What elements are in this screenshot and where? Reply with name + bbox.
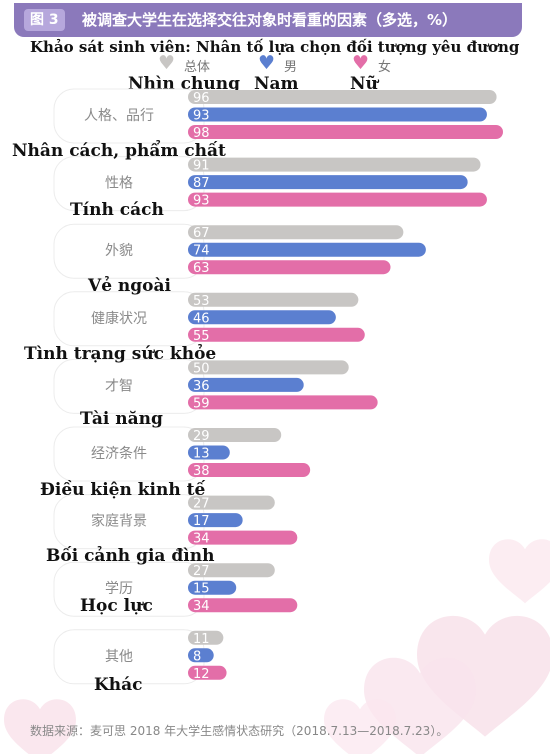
bar-value-label: 36 bbox=[193, 379, 210, 394]
legend-label-vn-male: Nam bbox=[254, 74, 299, 94]
category-label: 才智 bbox=[105, 378, 133, 394]
figure-number-badge: 图 3 bbox=[24, 9, 65, 31]
heart-icon: ♥ bbox=[258, 52, 276, 74]
category-vn-label: Bối cảnh gia đình bbox=[46, 546, 215, 566]
bar-male bbox=[188, 242, 426, 257]
data-source-note: 数据来源：麦可思 2018 年大学生感情状态研究（2018.7.13—2018.… bbox=[30, 724, 449, 738]
category-label: 经济条件 bbox=[91, 445, 147, 462]
bar-overall bbox=[188, 90, 497, 104]
bar-value-label: 11 bbox=[193, 632, 210, 647]
legend-label: 男 bbox=[284, 60, 298, 75]
category-label: 性格 bbox=[105, 176, 133, 192]
bar-value-label: 13 bbox=[193, 447, 210, 462]
bar-female bbox=[188, 463, 311, 477]
category-label: 家庭背景 bbox=[91, 513, 147, 530]
bar-male bbox=[188, 580, 237, 595]
bar-value-label: 8 bbox=[193, 649, 201, 664]
survey-title-vietnamese: Khảo sát sinh viên: Nhân tố lựa chọn đối… bbox=[30, 38, 520, 56]
bar-value-label: 50 bbox=[193, 361, 210, 376]
bar-value-label: 87 bbox=[193, 176, 210, 191]
bar-value-label: 38 bbox=[193, 464, 210, 479]
bar-overall bbox=[188, 495, 275, 510]
bar-male bbox=[188, 107, 487, 122]
bar-value-label: 67 bbox=[193, 226, 210, 241]
bar-overall bbox=[188, 157, 481, 172]
bar-overall bbox=[188, 630, 224, 645]
legend-label-vn-female: Nữ bbox=[350, 74, 378, 94]
bar-value-label: 55 bbox=[193, 329, 210, 344]
category-label: 健康状况 bbox=[91, 310, 147, 327]
heart-icon: ♥ bbox=[158, 52, 176, 74]
category-vn-label: Học lực bbox=[80, 596, 153, 616]
category-label: 外貌 bbox=[105, 243, 133, 259]
category-vn-label: Điều kiện kinh tế bbox=[40, 480, 206, 500]
bar-overall bbox=[188, 360, 349, 375]
bar-value-label: 59 bbox=[193, 396, 210, 411]
bar-value-label: 29 bbox=[193, 429, 210, 444]
bar-overall bbox=[188, 225, 404, 240]
category-label: 其他 bbox=[105, 649, 133, 665]
category-label: 人格、品行 bbox=[84, 108, 154, 124]
bar-male bbox=[188, 513, 243, 528]
bar-value-label: 91 bbox=[193, 159, 210, 174]
bar-value-label: 17 bbox=[193, 514, 210, 529]
bar-female bbox=[188, 530, 298, 545]
bar-male bbox=[188, 175, 468, 190]
heart-icon: ♥ bbox=[352, 52, 370, 74]
bar-male bbox=[188, 377, 304, 392]
bar-female bbox=[188, 665, 227, 680]
bar-value-label: 98 bbox=[193, 126, 210, 141]
bar-overall bbox=[188, 428, 282, 442]
bar-value-label: 53 bbox=[193, 294, 210, 309]
bar-overall bbox=[188, 563, 275, 578]
bar-female bbox=[188, 125, 503, 139]
bar-value-label: 74 bbox=[193, 244, 210, 259]
category-vn-label: Khác bbox=[94, 675, 143, 695]
bar-female bbox=[188, 395, 378, 410]
bar-female bbox=[188, 327, 365, 342]
bar-value-label: 93 bbox=[193, 109, 210, 124]
legend-label: 总体 bbox=[184, 60, 211, 75]
bar-value-label: 15 bbox=[193, 582, 210, 597]
bar-male bbox=[188, 310, 336, 325]
category-vn-label: Tình trạng sức khỏe bbox=[24, 344, 217, 364]
bar-female bbox=[188, 260, 391, 275]
bar-female bbox=[188, 598, 298, 613]
category-label: 学历 bbox=[105, 581, 133, 597]
category-vn-label: Nhân cách, phẩm chất bbox=[12, 141, 226, 161]
category-vn-label: Vẻ ngoài bbox=[88, 276, 171, 296]
bar-value-label: 96 bbox=[193, 91, 210, 106]
category-vn-label: Tài năng bbox=[80, 409, 163, 429]
bar-male bbox=[188, 648, 214, 663]
bar-value-label: 27 bbox=[193, 564, 210, 579]
bar-value-label: 27 bbox=[193, 497, 210, 512]
bar-value-label: 12 bbox=[193, 667, 210, 682]
figure-header: 图 3 被调查大学生在选择交往对象时看重的因素（多选，%） bbox=[14, 3, 522, 37]
bar-overall bbox=[188, 292, 359, 307]
bar-value-label: 46 bbox=[193, 311, 210, 326]
bar-female bbox=[188, 192, 487, 207]
bar-value-label: 63 bbox=[193, 261, 210, 276]
bar-male bbox=[188, 445, 230, 460]
bar-value-label: 34 bbox=[193, 599, 210, 614]
legend-label: 女 bbox=[378, 60, 392, 75]
category-vn-label: Tính cách bbox=[70, 200, 164, 220]
bar-value-label: 93 bbox=[193, 194, 210, 209]
bar-value-label: 34 bbox=[193, 532, 210, 547]
figure-title: 被调查大学生在选择交往对象时看重的因素（多选，%） bbox=[82, 11, 458, 29]
